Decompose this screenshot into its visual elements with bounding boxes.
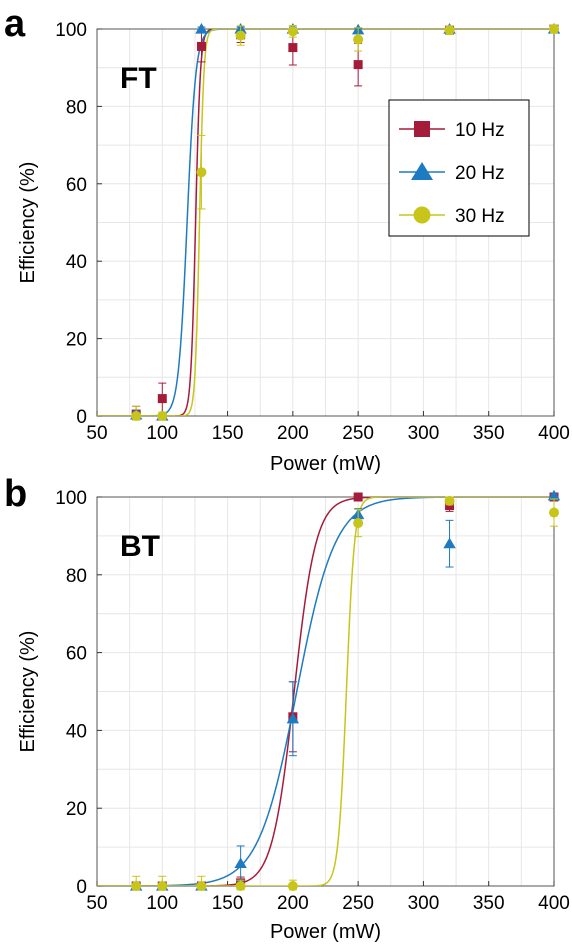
y-tick-label: 20 [66, 799, 87, 820]
panel-letter: b [4, 473, 27, 515]
data-point-30hz [235, 881, 246, 891]
data-point-30hz [353, 34, 364, 45]
data-point-10hz [157, 394, 167, 404]
legend: 10 Hz 20 Hz 30 Hz [388, 99, 530, 237]
x-axis-label: Power (mW) [270, 453, 381, 475]
data-point-30hz [444, 495, 455, 506]
y-axis-label: Efficiency (%) [17, 162, 39, 284]
x-tick-label: 300 [408, 423, 440, 444]
x-tick-label: 150 [212, 893, 244, 914]
panel-a: 50 100 150 200 250 300 350 400 0 20 40 60 80 100 Power… [4, 3, 570, 475]
panel-inset-label: FT [120, 62, 157, 95]
data-point-30hz [549, 507, 559, 518]
data-point-20hz [286, 712, 300, 724]
y-tick-label: 60 [66, 644, 87, 665]
y-tick-label: 20 [66, 330, 87, 351]
x-tick-label: 200 [277, 893, 309, 914]
x-tick-label: 250 [342, 893, 374, 914]
legend-box [388, 99, 530, 237]
plot-area [97, 29, 554, 416]
data-point-20hz [547, 489, 561, 501]
data-point-20hz [195, 23, 208, 34]
y-tick-label: 100 [55, 488, 87, 509]
x-tick-label: 250 [342, 423, 374, 444]
x-tick-label: 200 [277, 423, 309, 444]
plot-area [97, 497, 554, 886]
data-point-30hz [287, 881, 298, 891]
data-point-30hz [196, 881, 207, 891]
y-tick-label: 80 [66, 97, 87, 118]
data-point-10hz [353, 492, 363, 502]
legend-label-20hz: 20 Hz [455, 163, 505, 184]
x-tick-label: 350 [473, 893, 505, 914]
panel-inset-label: BT [120, 530, 160, 563]
panel-b: 50 100 150 200 250 300 350 400 0 20 40 60 80 100 Power… [4, 473, 570, 943]
legend-marker-30hz [413, 206, 431, 224]
y-axis-label: Efficiency (%) [17, 631, 39, 753]
y-tick-label: 40 [66, 721, 87, 742]
y-tick-label: 100 [55, 20, 87, 41]
y-tick-label: 0 [76, 877, 87, 898]
plot-frame [96, 496, 555, 887]
legend-label-10hz: 10 Hz [455, 120, 505, 141]
panel-letter: a [4, 3, 26, 45]
y-tick-label: 60 [66, 175, 87, 196]
data-point-30hz [549, 24, 559, 34]
data-point-30hz [235, 30, 246, 41]
x-tick-label: 400 [538, 893, 570, 914]
data-point-20hz [443, 537, 456, 549]
legend-marker-20hz [411, 162, 433, 180]
x-tick-label: 50 [86, 423, 107, 444]
data-point-10hz [353, 60, 363, 70]
data-point-20hz [234, 857, 247, 869]
data-point-10hz [288, 43, 298, 53]
data-point-30hz [353, 518, 364, 529]
x-tick-label: 300 [408, 893, 440, 914]
data-point-30hz [287, 26, 298, 37]
fit-curve-20hz [97, 29, 554, 416]
data-point-30hz [444, 25, 455, 36]
data-point-30hz [131, 881, 142, 891]
legend-label-30hz: 30 Hz [455, 206, 505, 227]
y-tick-label: 80 [66, 566, 87, 587]
data-point-10hz [196, 41, 206, 51]
x-tick-label: 400 [538, 423, 570, 444]
x-tick-label: 100 [146, 423, 178, 444]
data-point-30hz [196, 167, 207, 178]
data-point-30hz [157, 881, 168, 891]
y-tick-label: 0 [76, 407, 87, 428]
x-tick-label: 350 [473, 423, 505, 444]
x-tick-label: 100 [146, 893, 178, 914]
y-tick-label: 40 [66, 252, 87, 273]
x-tick-label: 150 [212, 423, 244, 444]
legend-marker-10hz [414, 121, 430, 137]
fit-curve-30hz [97, 497, 554, 886]
x-axis-label: Power (mW) [270, 921, 381, 943]
data-point-30hz [131, 411, 142, 421]
x-tick-label: 50 [86, 893, 107, 914]
data-point-30hz [157, 411, 168, 421]
